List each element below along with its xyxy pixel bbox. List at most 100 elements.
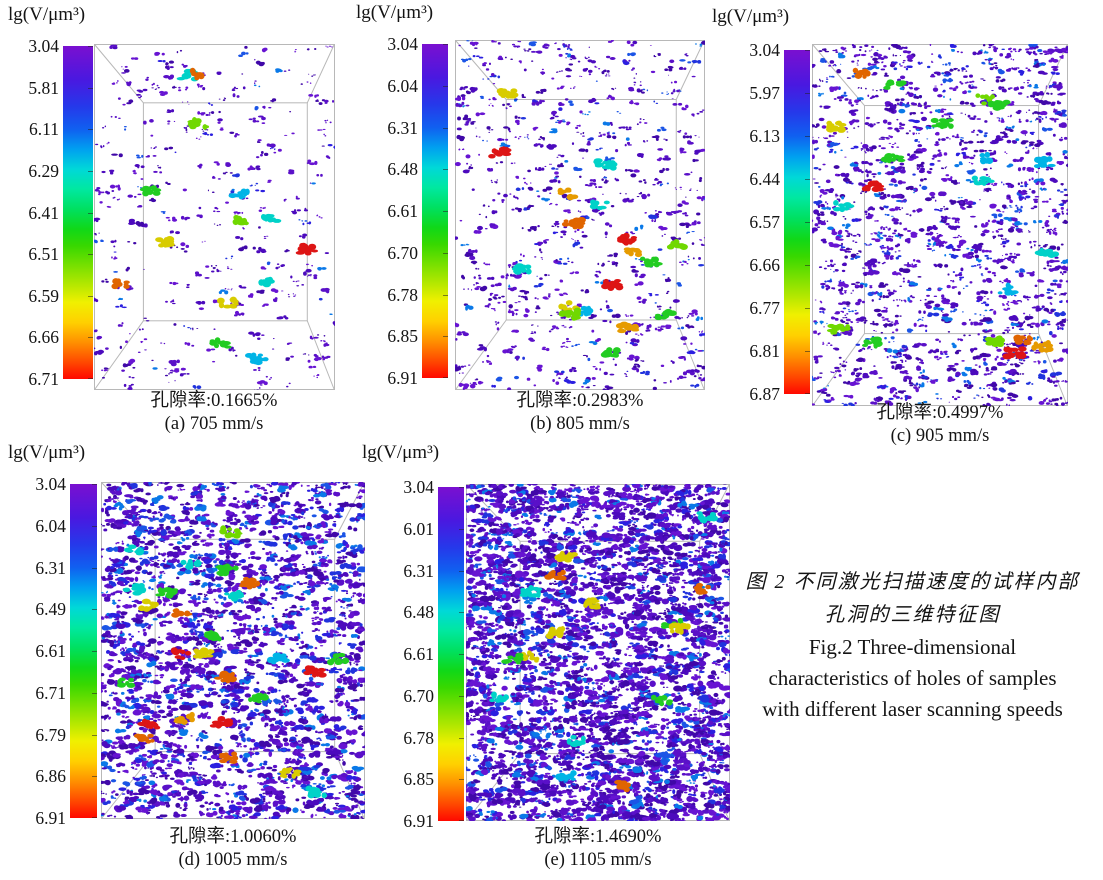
colorbar-tick-mark: [459, 528, 464, 530]
colorbar-tick-mark: [459, 779, 464, 781]
colorbar-tick-label: 6.77: [749, 298, 780, 318]
colorbar-tick-label: 3.04: [387, 34, 418, 54]
colorbar-tick-label: 6.49: [35, 599, 66, 620]
colorbar-tick-mark: [443, 169, 448, 171]
colorbar-tick-labels: 3.04 6.04 6.31 6.48 6.61 6.70 6.78 6.85 6.91: [366, 35, 418, 387]
colorbar-tick-labels: 3.04 5.81 6.11 6.29 6.41 6.51 6.59 6.66 6.71: [7, 37, 59, 388]
colorbar-tick-label: 6.79: [35, 724, 66, 745]
colorbar-tick-label: 6.78: [403, 727, 434, 748]
caption-en-line2: characteristics of holes of samples: [768, 666, 1057, 690]
colorbar: [422, 44, 448, 378]
colorbar-tick-mark: [92, 484, 97, 485]
colorbar-tick-label: 6.04: [35, 515, 66, 536]
colorbar-tick-mark: [88, 46, 93, 47]
colorbar-tick-label: 6.59: [28, 285, 59, 306]
colorbar-tick-label: 6.44: [749, 169, 780, 189]
colorbar-tick-mark: [92, 734, 97, 736]
colorbar-tick-label: 6.66: [28, 327, 59, 348]
colorbar-tick-mark: [88, 129, 93, 131]
panel-speed-label: (a) 705 mm/s: [164, 414, 264, 434]
colorbar: [438, 487, 464, 821]
colorbar-tick-label: 6.11: [29, 119, 59, 140]
colorbar-tick-mark: [459, 654, 464, 655]
colorbar-tick-label: 6.85: [387, 326, 418, 347]
colorbar-tick-mark: [88, 378, 93, 379]
colorbar-tick-label: 6.29: [28, 160, 59, 181]
colorbar-tick-mark: [805, 179, 810, 180]
colorbar-tick-label: 6.70: [387, 242, 418, 263]
colorbar-tick-mark: [92, 567, 97, 569]
colorbar-tick-label: 6.71: [35, 682, 66, 703]
colorbar-tick-mark: [88, 170, 93, 172]
colorbar-tick-mark: [92, 651, 97, 652]
colorbar-tick-label: 3.04: [403, 477, 434, 497]
colorbar: [70, 484, 97, 818]
figure-caption: 图 2 不同激光扫描速度的试样内部 孔洞的三维特征图 Fig.2 Three-d…: [720, 566, 1103, 725]
caption-zh-line1: 图 2 不同激光扫描速度的试样内部: [745, 571, 1080, 593]
colorbar-tick-labels: 3.04 6.01 6.31 6.48 6.61 6.70 6.78 6.85 6.91: [382, 478, 434, 830]
colorbar-title: lg(V/μm³): [8, 4, 86, 25]
volume-render-3d: [455, 40, 705, 390]
colorbar-tick-mark: [459, 820, 464, 821]
colorbar-tick-label: 6.87: [749, 384, 780, 404]
colorbar-tick-mark: [459, 612, 464, 614]
colorbar-tick-mark: [805, 351, 810, 352]
colorbar-tick-label: 6.31: [403, 560, 434, 581]
colorbar-tick-mark: [805, 393, 810, 394]
colorbar-tick-mark: [443, 294, 448, 296]
colorbar-tick-mark: [805, 222, 810, 223]
porosity-label: 孔隙率:1.0060%: [169, 827, 297, 847]
volume-render-3d: [466, 484, 730, 821]
colorbar-tick-label: 3.04: [749, 40, 780, 60]
panel-speed-label: (e) 1105 mm/s: [544, 850, 652, 870]
colorbar-tick-label: 6.78: [387, 284, 418, 305]
colorbar-tick-mark: [88, 87, 93, 89]
colorbar-tick-mark: [92, 776, 97, 778]
colorbar-tick-mark: [92, 609, 97, 611]
colorbar-tick-mark: [805, 265, 810, 266]
colorbar-tick-mark: [88, 254, 93, 256]
colorbar-tick-label: 6.81: [749, 341, 780, 361]
colorbar-tick-mark: [459, 487, 464, 488]
colorbar-tick-label: 6.85: [403, 769, 434, 790]
colorbar-tick-label: 6.91: [35, 808, 66, 828]
caption-en-line3: with different laser scanning speeds: [762, 697, 1063, 721]
panel-speed-label: (c) 905 mm/s: [890, 426, 990, 446]
colorbar-tick-label: 5.97: [749, 83, 780, 103]
colorbar-tick-label: 6.51: [28, 244, 59, 265]
colorbar-tick-label: 6.70: [403, 685, 434, 706]
colorbar-tick-label: 6.13: [749, 126, 780, 146]
volume-render-3d: [94, 44, 335, 390]
colorbar-tick-label: 6.31: [35, 557, 66, 578]
colorbar-tick-label: 6.91: [387, 368, 418, 388]
colorbar-title: lg(V/μm³): [356, 2, 434, 23]
colorbar-tick-mark: [805, 308, 810, 309]
colorbar-tick-mark: [92, 817, 97, 818]
colorbar-tick-mark: [443, 211, 448, 212]
colorbar-tick-label: 6.91: [403, 811, 434, 831]
colorbar-tick-mark: [443, 377, 448, 378]
porosity-label: 孔隙率:0.4997%: [876, 403, 1004, 423]
colorbar-tick-mark: [805, 93, 810, 94]
panel-speed-label: (d) 1005 mm/s: [178, 850, 288, 870]
porosity-label: 孔隙率:0.1665%: [150, 391, 278, 411]
colorbar-tick-label: 6.66: [749, 255, 780, 275]
colorbar-tick-mark: [805, 50, 810, 51]
colorbar-tick-label: 6.48: [403, 602, 434, 623]
colorbar-tick-mark: [805, 136, 810, 137]
colorbar-tick-label: 6.48: [387, 159, 418, 180]
colorbar-tick-label: 6.71: [28, 369, 59, 389]
colorbar-tick-mark: [92, 692, 97, 694]
colorbar-tick-label: 3.04: [28, 36, 59, 56]
colorbar-tick-mark: [443, 85, 448, 87]
colorbar-tick-labels: 3.04 6.04 6.31 6.49 6.61 6.71 6.79 6.86 6.91: [14, 475, 66, 827]
colorbar: [63, 46, 93, 379]
colorbar-tick-mark: [459, 695, 464, 697]
colorbar-tick-mark: [443, 44, 448, 45]
colorbar-tick-label: 5.81: [28, 77, 59, 98]
colorbar-tick-mark: [92, 525, 97, 527]
caption-zh-line2: 孔洞的三维特征图: [824, 604, 1001, 626]
colorbar-title: lg(V/μm³): [712, 6, 790, 27]
colorbar-tick-label: 6.04: [387, 75, 418, 96]
